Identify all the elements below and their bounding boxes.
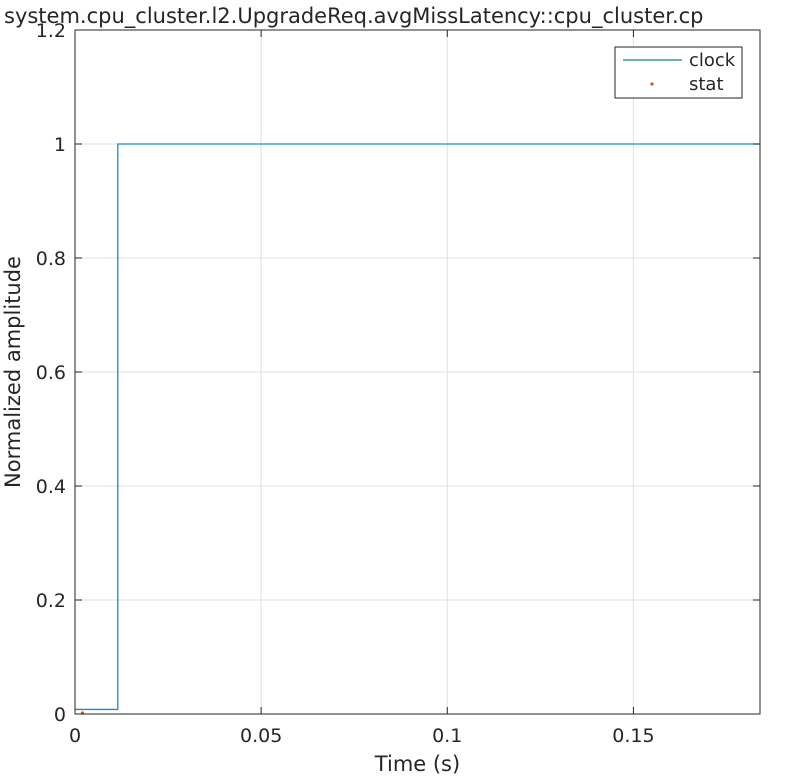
legend-box [614,46,743,99]
y-tick-label: 0 [54,704,66,726]
x-axis-label: Time (s) [374,752,460,776]
legend-label-stat: stat [689,74,724,95]
ticks: 0 0.05 0.1 0.15 0 0.2 0.4 0.6 0.8 1 1.2 [36,20,760,747]
y-tick-label: 1.2 [36,20,66,42]
y-axis-label: Normalized amplitude [1,256,25,488]
legend-marker-stat [650,82,654,86]
legend: clock stat [614,46,743,99]
chart-title: system.cpu_cluster.l2.UpgradeReq.avgMiss… [4,4,704,29]
x-tick-label: 0 [69,725,81,747]
x-tick-label: 0.15 [612,725,654,747]
y-tick-label: 0.6 [36,362,66,384]
legend-label-clock: clock [689,50,736,71]
y-tick-label: 0.2 [36,590,66,612]
y-tick-label: 1 [54,134,66,156]
y-tick-label: 0.4 [36,476,66,498]
x-tick-label: 0.1 [432,725,462,747]
y-tick-label: 0.8 [36,248,66,270]
series-clock-line [75,143,760,711]
x-tick-label: 0.05 [240,725,282,747]
